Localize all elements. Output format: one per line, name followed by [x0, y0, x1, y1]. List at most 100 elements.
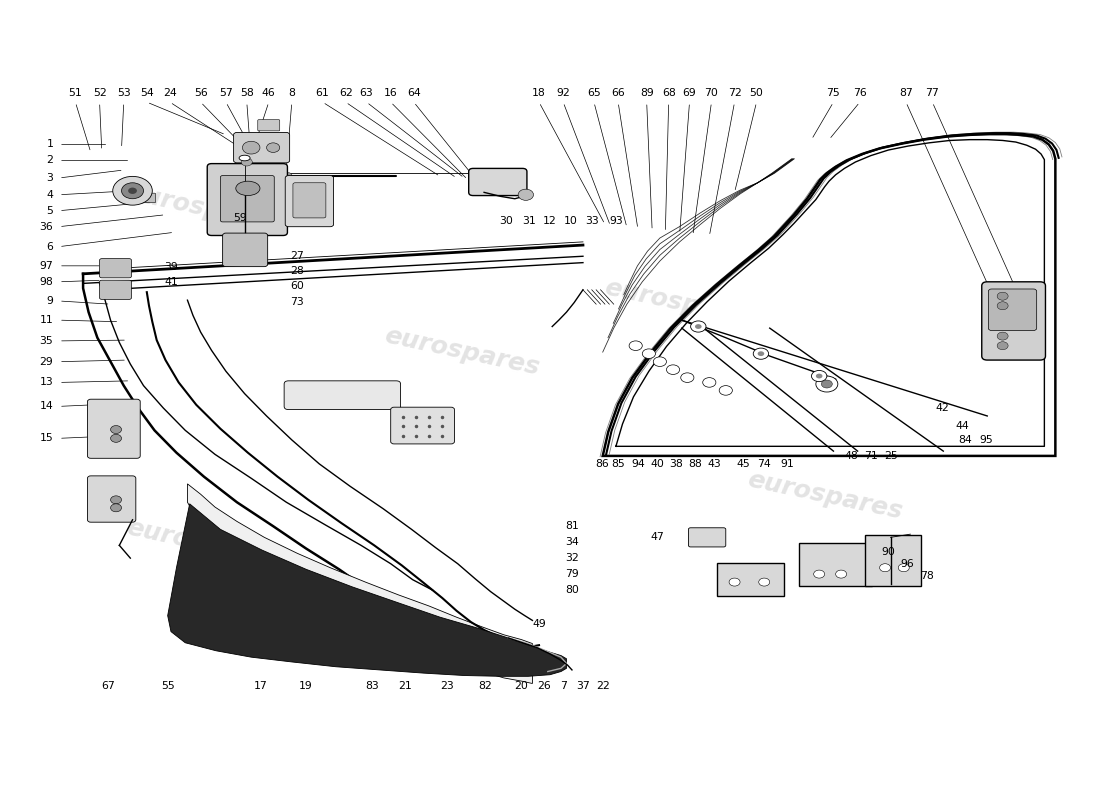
- Text: 42: 42: [935, 403, 949, 413]
- FancyBboxPatch shape: [100, 258, 131, 278]
- Text: 57: 57: [219, 88, 233, 98]
- Text: 43: 43: [708, 459, 722, 469]
- Circle shape: [997, 342, 1008, 350]
- Text: 58: 58: [240, 88, 254, 98]
- Circle shape: [814, 570, 825, 578]
- Text: 41: 41: [164, 277, 178, 287]
- FancyBboxPatch shape: [285, 175, 333, 226]
- FancyBboxPatch shape: [222, 233, 267, 266]
- Polygon shape: [167, 504, 566, 676]
- Text: 29: 29: [40, 357, 54, 366]
- Polygon shape: [187, 484, 532, 683]
- Circle shape: [695, 324, 702, 329]
- Text: 60: 60: [290, 281, 305, 290]
- FancyBboxPatch shape: [988, 289, 1036, 330]
- FancyBboxPatch shape: [717, 563, 784, 596]
- Text: 85: 85: [612, 459, 625, 469]
- Text: 67: 67: [101, 681, 116, 691]
- Text: 15: 15: [40, 434, 54, 443]
- Text: 10: 10: [564, 216, 578, 226]
- Text: eurospares: eurospares: [602, 276, 761, 332]
- Text: 49: 49: [532, 618, 546, 629]
- Text: 48: 48: [844, 451, 858, 461]
- Text: 90: 90: [881, 546, 895, 557]
- Circle shape: [518, 189, 534, 200]
- Text: 26: 26: [538, 681, 551, 691]
- Text: 97: 97: [40, 261, 54, 271]
- Text: 3: 3: [46, 173, 54, 183]
- FancyBboxPatch shape: [390, 407, 454, 444]
- Text: 8: 8: [288, 88, 295, 98]
- Text: 6: 6: [46, 242, 54, 252]
- Text: 65: 65: [587, 88, 601, 98]
- Text: 52: 52: [92, 88, 107, 98]
- Circle shape: [816, 374, 823, 378]
- Circle shape: [111, 496, 121, 504]
- Text: 72: 72: [728, 88, 741, 98]
- Text: 14: 14: [40, 402, 54, 411]
- Text: 63: 63: [360, 88, 373, 98]
- Text: 32: 32: [565, 553, 579, 563]
- Text: 37: 37: [576, 681, 590, 691]
- Text: 33: 33: [585, 216, 598, 226]
- Text: 5: 5: [46, 206, 54, 216]
- Circle shape: [899, 564, 910, 572]
- FancyBboxPatch shape: [284, 381, 400, 410]
- Text: 50: 50: [749, 88, 763, 98]
- Text: 87: 87: [899, 88, 913, 98]
- Circle shape: [121, 182, 143, 198]
- Text: 38: 38: [670, 459, 683, 469]
- FancyBboxPatch shape: [220, 175, 274, 222]
- Text: 92: 92: [557, 88, 570, 98]
- Text: 34: 34: [565, 537, 579, 547]
- Text: 16: 16: [384, 88, 397, 98]
- Text: 86: 86: [595, 459, 608, 469]
- Circle shape: [822, 380, 833, 388]
- Circle shape: [836, 570, 847, 578]
- Text: 75: 75: [826, 88, 840, 98]
- FancyBboxPatch shape: [866, 535, 922, 586]
- Ellipse shape: [280, 172, 292, 177]
- Text: 7: 7: [560, 681, 566, 691]
- Text: 1: 1: [46, 139, 54, 150]
- Text: 39: 39: [164, 262, 178, 273]
- Text: 54: 54: [140, 88, 154, 98]
- Circle shape: [703, 378, 716, 387]
- Circle shape: [719, 386, 733, 395]
- Text: 18: 18: [532, 88, 546, 98]
- Text: 69: 69: [683, 88, 696, 98]
- Text: 23: 23: [440, 681, 453, 691]
- Circle shape: [816, 376, 838, 392]
- Text: 94: 94: [631, 459, 645, 469]
- Circle shape: [997, 302, 1008, 310]
- Text: 24: 24: [163, 88, 177, 98]
- Circle shape: [128, 187, 136, 194]
- Text: 83: 83: [365, 681, 378, 691]
- Text: 76: 76: [852, 88, 867, 98]
- Text: 20: 20: [515, 681, 528, 691]
- Text: 9: 9: [46, 296, 54, 306]
- Ellipse shape: [239, 155, 250, 161]
- Circle shape: [997, 292, 1008, 300]
- Text: 73: 73: [290, 297, 305, 306]
- Text: 53: 53: [117, 88, 131, 98]
- Text: 59: 59: [233, 213, 248, 223]
- Circle shape: [681, 373, 694, 382]
- Text: 44: 44: [955, 421, 969, 430]
- Text: 46: 46: [262, 88, 276, 98]
- Circle shape: [242, 142, 260, 154]
- Circle shape: [667, 365, 680, 374]
- Text: 2: 2: [46, 155, 54, 166]
- Text: 27: 27: [290, 251, 305, 262]
- FancyBboxPatch shape: [100, 280, 131, 299]
- Circle shape: [111, 504, 121, 512]
- FancyBboxPatch shape: [982, 282, 1045, 360]
- Text: 80: 80: [565, 585, 579, 595]
- FancyBboxPatch shape: [469, 169, 527, 195]
- Text: 30: 30: [499, 216, 513, 226]
- Text: 19: 19: [299, 681, 314, 691]
- Text: 88: 88: [689, 459, 702, 469]
- Circle shape: [266, 143, 279, 153]
- Text: 74: 74: [758, 459, 771, 469]
- Circle shape: [642, 349, 656, 358]
